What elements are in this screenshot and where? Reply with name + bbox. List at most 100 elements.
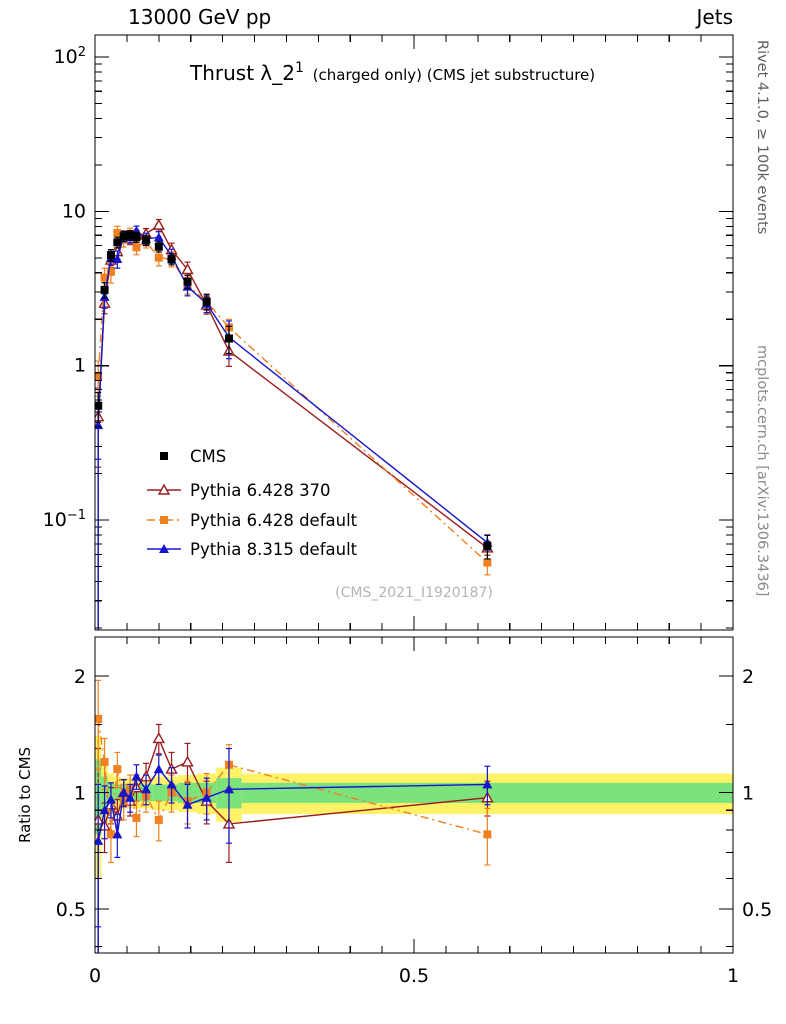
ratio-series-layer [95, 679, 494, 953]
series-main-pythia6-default [95, 225, 492, 630]
legend-item-pythia6-default: Pythia 6.428 default [147, 511, 358, 530]
marker-square [113, 238, 122, 247]
marker-square [202, 297, 211, 306]
marker-square [100, 757, 109, 766]
title-superscript: 1 [295, 60, 304, 76]
main-series-layer [95, 218, 494, 630]
marker-triangle [166, 779, 177, 789]
series-line [97, 229, 488, 630]
header-beam-energy: 13000 GeV pp [128, 5, 271, 29]
marker-square [183, 277, 192, 286]
main-y-tick-label: 10−1 [43, 508, 86, 531]
analysis-id-watermark: (CMS_2021_I1920187) [335, 585, 493, 601]
main-y-tick-label: 10 [62, 200, 86, 222]
series-line [97, 224, 488, 630]
marker-triangle [182, 799, 193, 809]
series-ratio-pythia8-default [95, 747, 493, 953]
marker-square [95, 714, 103, 723]
marker-open-triangle [152, 218, 165, 230]
marker-square [126, 231, 135, 240]
ratio-y-tick-label: 0.5 [742, 899, 772, 921]
marker-triangle [153, 232, 164, 242]
marker-triangle [118, 787, 129, 797]
marker-square [154, 242, 163, 251]
green-band-bin [152, 784, 166, 802]
legend-label: Pythia 6.428 default [190, 511, 358, 530]
marker-square [167, 255, 176, 264]
marker-triangle [95, 835, 104, 845]
series-main-pythia6-370 [95, 218, 494, 630]
series-ratio-pythia6-370 [95, 723, 494, 953]
marker-square [483, 541, 492, 550]
marker-square [113, 765, 122, 774]
marker-square [483, 558, 492, 567]
marker-square [95, 401, 103, 410]
marker-triangle [112, 253, 123, 263]
marker-open-triangle [181, 263, 194, 275]
ratio-y-tick-label: 1 [742, 783, 754, 805]
marker-square [132, 813, 141, 822]
series-ratio-pythia6-default [95, 679, 492, 953]
marker-triangle [131, 771, 142, 781]
ratio-y-axis-label: Ratio to CMS [16, 747, 34, 843]
series-main-cms [95, 230, 492, 560]
legend-label: Pythia 8.315 default [190, 540, 358, 559]
x-tick-label: 0.5 [399, 965, 429, 987]
marker-square [106, 267, 115, 276]
marker-open-triangle [181, 755, 194, 767]
marker-square [160, 452, 168, 460]
ratio-y-tick-label: 2 [74, 666, 86, 688]
marker-open-triangle [152, 732, 165, 744]
legend: CMS Pythia 6.428 370 Pythia 6.428 default P… [147, 447, 358, 559]
marker-square [224, 334, 233, 343]
marker-square [154, 815, 163, 824]
green-band-bin [114, 784, 121, 802]
plot-title: Thrust λ_21 (charged only) (CMS jet subs… [189, 60, 595, 85]
ratio-y-tick-label: 2 [742, 666, 754, 688]
marker-square [106, 251, 115, 260]
marker-square [95, 372, 103, 381]
ratio-y-tick-label: 1 [74, 783, 86, 805]
marker-square [142, 236, 151, 245]
marker-square [119, 232, 128, 241]
marker-triangle [141, 784, 152, 794]
series-main-pythia8-default [95, 225, 493, 630]
marker-square [100, 273, 109, 282]
main-y-tick-label: 1 [74, 355, 86, 377]
marker-square [483, 830, 492, 839]
marker-triangle [112, 829, 123, 839]
marker-square [160, 516, 168, 524]
marker-triangle [99, 805, 110, 815]
x-tick-label: 1 [727, 965, 739, 987]
marker-square [132, 233, 141, 242]
title-qualifier: (charged only) (CMS jet substructure) [308, 66, 595, 84]
marker-square [100, 285, 109, 294]
legend-label: Pythia 6.428 370 [190, 481, 331, 500]
marker-triangle [105, 794, 116, 804]
marker-square [154, 253, 163, 262]
marker-triangle [201, 792, 212, 802]
header-analysis-group: Jets [695, 5, 733, 29]
marker-triangle [223, 784, 234, 794]
marker-open-triangle [157, 483, 171, 495]
marker-triangle [153, 764, 164, 774]
marker-square [113, 228, 122, 237]
mcplots-arxiv-label: mcplots.cern.ch [arXiv:1306.3436] [754, 345, 770, 596]
legend-item-cms: CMS [160, 447, 226, 466]
marker-square [106, 830, 115, 839]
x-tick-label: 0 [89, 965, 101, 987]
marker-triangle [482, 779, 493, 789]
marker-triangle [125, 792, 136, 802]
legend-item-pythia6-370: Pythia 6.428 370 [147, 481, 331, 500]
title-main: Thrust λ_2 [189, 61, 295, 85]
axes-layer: 0 0.5 1 102 10 1 10−1 2 2 1 1 0.5 0.5 [43, 34, 772, 987]
series-line [97, 231, 488, 630]
marker-square [132, 243, 141, 252]
rivet-version-label: Rivet 4.1.0, ≥ 100k events [754, 40, 770, 234]
main-y-tick-label: 102 [54, 45, 86, 68]
legend-label: CMS [190, 447, 226, 466]
ratio-y-tick-label: 0.5 [56, 899, 86, 921]
marker-triangle [159, 544, 169, 553]
